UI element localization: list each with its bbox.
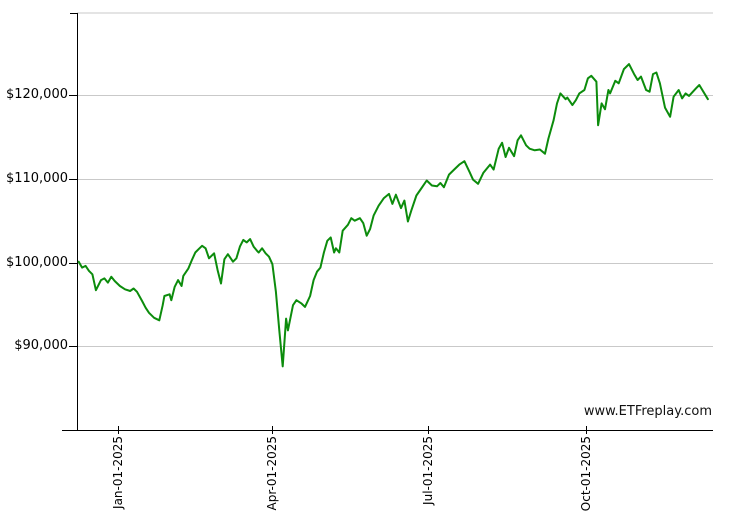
watermark-text: www.ETFreplay.com [583, 404, 712, 419]
y-axis-tick-label: $100,000 [5, 254, 68, 270]
growth-line-series [77, 63, 709, 368]
x-axis-tick-label: Apr-01-2025 [265, 436, 280, 511]
x-axis-tick-label: Jan-01-2025 [111, 436, 126, 509]
y-axis-tick-label: $120,000 [5, 87, 68, 103]
axes [62, 13, 713, 431]
y-axis-tick-label: $90,000 [14, 338, 68, 354]
x-axis-tick-label: Jul-01-2025 [421, 436, 436, 505]
axis-tick-marks [69, 95, 587, 434]
x-axis-tick-label: Oct-01-2025 [579, 436, 594, 512]
y-axis-tick-label: $110,000 [5, 170, 68, 186]
